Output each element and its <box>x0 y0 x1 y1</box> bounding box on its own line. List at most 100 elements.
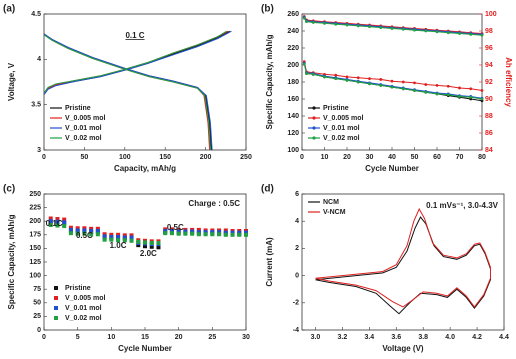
x-tick-label: 3.8 <box>418 334 428 341</box>
data-point <box>68 227 73 232</box>
data-point <box>163 231 168 236</box>
y-tick-label: 150 <box>29 245 41 252</box>
capacity-point <box>446 93 450 97</box>
y2-tick-label: 100 <box>485 11 497 18</box>
data-point <box>156 240 161 245</box>
y-tick-label: -2 <box>293 300 299 307</box>
data-point <box>75 228 80 233</box>
efficiency-point <box>435 30 439 34</box>
efficiency-point <box>305 20 308 24</box>
efficiency-point <box>480 33 484 37</box>
x-tick-label: 0 <box>300 154 304 161</box>
data-point <box>129 238 134 243</box>
x-axis-label: Cycle Number <box>365 164 419 173</box>
legend-label: NCM <box>323 199 339 206</box>
data-point <box>149 244 154 249</box>
efficiency-point <box>469 33 473 36</box>
capacity-point <box>469 95 473 99</box>
capacity-point <box>334 73 338 77</box>
data-point <box>129 235 134 240</box>
capacity-point <box>413 89 416 92</box>
annotation: Charge : 0.5C <box>188 199 240 208</box>
legend-marker <box>312 116 316 120</box>
data-point <box>143 240 147 245</box>
data-point <box>89 226 94 231</box>
efficiency-point <box>323 21 326 25</box>
capacity-point <box>435 92 439 96</box>
rate-label: 0.5C <box>76 231 93 240</box>
data-point <box>183 229 188 234</box>
plot-frame <box>301 193 505 331</box>
series-line <box>315 216 491 315</box>
data-point <box>109 232 114 237</box>
data-point <box>190 229 195 234</box>
rate-label: 0.1C <box>46 219 63 228</box>
data-point <box>95 228 100 233</box>
x-tick-label: 3.4 <box>364 334 374 341</box>
data-point <box>55 223 60 228</box>
y2-tick-label: 94 <box>485 62 493 69</box>
series-line <box>43 30 232 151</box>
efficiency-point <box>302 16 306 20</box>
x-tick-label: 20 <box>343 154 351 161</box>
y-axis-label: Specific Capacity, mAh/g <box>7 214 16 309</box>
panel-label: (b) <box>261 4 274 15</box>
legend-marker <box>312 126 316 130</box>
capacity-point <box>401 87 405 91</box>
legend-label: V-NCM <box>323 209 346 216</box>
data-point <box>82 231 87 236</box>
legend-marker <box>312 106 316 110</box>
y-tick-label: 225 <box>29 204 41 211</box>
efficiency-point <box>446 31 450 35</box>
y-tick-label: 100 <box>287 147 299 154</box>
x-tick-label: 80 <box>478 154 486 161</box>
data-point <box>156 245 161 250</box>
series-line <box>303 63 483 99</box>
data-point <box>223 232 228 237</box>
data-point <box>116 232 121 237</box>
x-tick-label: 50 <box>411 154 419 161</box>
x-tick-label: 250 <box>240 154 252 161</box>
data-point <box>89 232 94 237</box>
data-point <box>237 230 242 235</box>
x-tick-label: 0 <box>42 334 46 341</box>
y-axis-label: Specific Capacity, mAh/g <box>265 34 274 129</box>
y-tick-label: 180 <box>287 79 299 86</box>
capacity-point <box>424 83 428 86</box>
capacity-point <box>379 84 383 87</box>
data-point <box>196 227 201 232</box>
x-tick-label: 4.0 <box>445 334 455 341</box>
y-tick-label: 160 <box>287 96 299 103</box>
panel-label: (c) <box>3 184 15 195</box>
legend-marker <box>54 286 58 290</box>
data-point <box>163 228 168 233</box>
data-point <box>230 232 235 237</box>
y2-tick-label: 84 <box>485 147 493 154</box>
efficiency-line <box>303 17 483 35</box>
legend-marker <box>54 306 58 310</box>
x-tick-label: 50 <box>81 154 89 161</box>
data-point <box>116 238 121 243</box>
data-point <box>244 232 248 237</box>
data-point <box>190 231 195 236</box>
data-point <box>122 235 127 240</box>
x-tick-label: 150 <box>159 154 171 161</box>
capacity-point <box>345 78 349 82</box>
efficiency-point <box>379 26 383 29</box>
data-point <box>116 234 121 239</box>
capacity-point <box>368 82 371 86</box>
legend-label: V_0.02 mol <box>65 315 102 322</box>
x-tick-label: 70 <box>456 154 464 161</box>
data-point <box>109 234 114 239</box>
panel-label: (a) <box>3 4 15 15</box>
y-tick-label: 3 <box>37 147 41 154</box>
y2-axis-label: Ah efficiency <box>504 57 513 107</box>
capacity-point <box>480 89 484 92</box>
data-point <box>230 230 235 235</box>
y-tick-label: 240 <box>287 28 299 35</box>
y-tick-label: 200 <box>29 218 41 225</box>
capacity-point <box>458 86 461 90</box>
data-point <box>217 232 222 237</box>
legend-marker <box>54 296 58 300</box>
y-tick-label: 4 <box>37 56 41 63</box>
